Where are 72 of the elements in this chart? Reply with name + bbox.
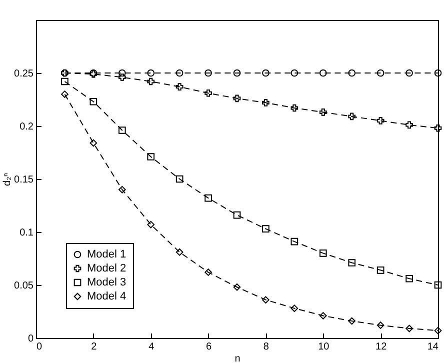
legend-label: Model 4 [87,290,126,302]
point [176,69,184,77]
y-axis-title: d₂ⁿ [2,172,14,186]
point [406,121,413,129]
point [233,211,241,219]
point [319,108,327,116]
point [233,69,241,77]
point [204,268,212,276]
x-tick-label: 0 [36,342,42,352]
x-tick-label: 8 [263,342,270,352]
point [204,194,212,202]
y-tick-label: 0.05 [14,280,34,292]
point [90,139,98,147]
point [147,220,155,228]
point [348,69,356,77]
point [204,89,212,97]
point [61,78,68,86]
legend-label: Model 1 [87,248,126,260]
point [262,99,270,106]
point [376,117,384,124]
point [348,259,356,266]
point [290,304,298,312]
point [406,324,413,332]
point [147,153,155,160]
x-axis-title: n [234,354,240,363]
point [348,317,356,325]
point [118,69,126,77]
point [176,175,184,183]
point [90,98,98,106]
point [147,69,155,77]
point [406,69,413,77]
point [290,104,298,112]
y-tick-label: 0.15 [14,174,34,186]
point [290,69,298,77]
point [118,186,126,194]
x-tick-label: 6 [206,342,212,352]
point [233,94,241,102]
point [233,283,241,291]
y-tick-label: 0.1 [20,228,34,238]
legend-label: Model 2 [87,262,126,274]
x-tick-label: 14 [427,342,439,352]
point [434,281,442,289]
point [406,274,413,282]
point [290,238,298,246]
point [262,296,270,304]
point [319,312,327,320]
point [376,69,384,77]
point [434,326,442,334]
point [376,322,384,329]
point [348,112,356,120]
point [118,126,126,134]
point [319,69,327,77]
x-tick-label: 12 [376,342,388,352]
legend-label: Model 3 [87,276,126,288]
point [147,78,155,86]
x-tick-label: 10 [318,342,330,352]
point [61,90,68,98]
x-tick-label: 4 [148,342,155,352]
point [262,225,270,232]
point [319,250,327,257]
point [376,266,384,274]
point [176,83,184,90]
point [434,124,442,132]
y-tick-label: 0 [28,334,34,344]
point [262,69,270,77]
point [118,74,126,81]
point [204,69,212,77]
point [434,69,442,77]
y-tick-label: 0.2 [20,122,34,132]
x-tick-label: 2 [91,342,98,352]
y-tick-label: 0.25 [14,68,34,80]
point [176,248,184,256]
